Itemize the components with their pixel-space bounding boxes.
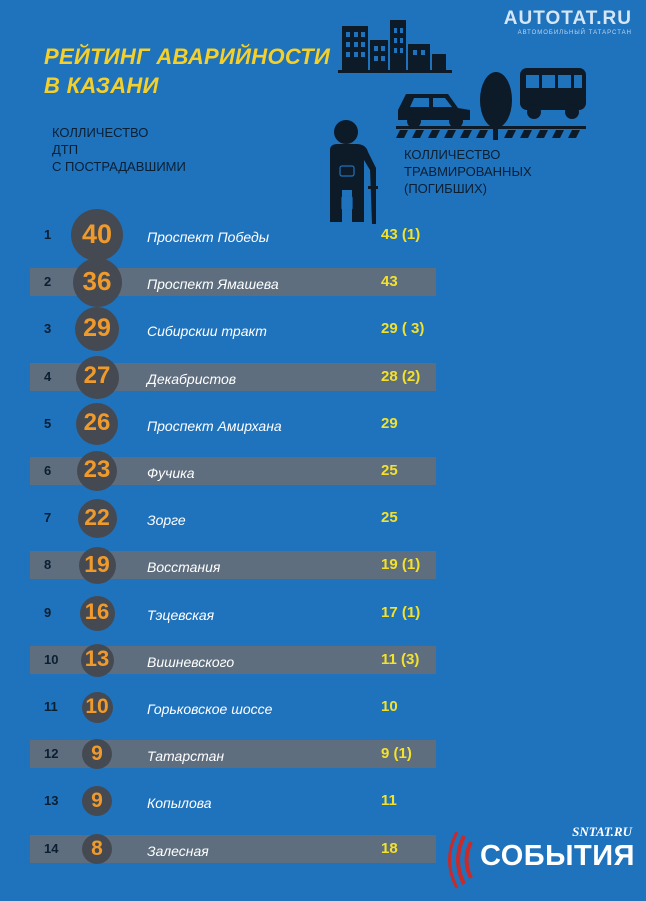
injured-header-line-3: (ПОГИБШИХ) — [404, 181, 487, 196]
accident-circle — [79, 595, 115, 631]
injured-count: 11 (3) — [381, 651, 420, 668]
street-name: Зорге — [147, 512, 186, 528]
injured-count: 18 — [381, 840, 398, 857]
street-name: Восстания — [147, 559, 221, 575]
accident-circle — [75, 307, 119, 351]
row-rank: 3 — [44, 321, 52, 336]
injured-count: 28 (2) — [381, 368, 421, 385]
injured-header-line-2: ТРАВМИРОВАННЫХ — [404, 164, 532, 179]
injured-count: 9 (1) — [381, 745, 412, 762]
accident-count: 29 — [83, 313, 111, 342]
accident-circle — [77, 498, 117, 538]
accident-circle — [76, 403, 118, 445]
street-name: Проспект Амирхана — [147, 418, 282, 434]
accident-count: 40 — [81, 218, 113, 249]
accident-circle — [78, 546, 116, 584]
row-rank: 12 — [44, 746, 59, 761]
sound-waves-icon — [448, 832, 473, 889]
injured-count: 19 (1) — [381, 556, 421, 573]
accidents-column-header: КОЛЛИЧЕСТВО ДТП С ПОСТРАДАВШИМИ — [52, 124, 186, 175]
row-rank: 5 — [44, 416, 52, 431]
street-name: Залесная — [147, 843, 209, 859]
sntat-site: SNTAT.RU — [572, 824, 632, 839]
accident-count: 22 — [84, 503, 110, 530]
autotat-brand: AUTOTAT.RU — [503, 8, 632, 29]
street-name: Декабристов — [147, 371, 237, 387]
street-name: Проспект Победы — [147, 229, 270, 245]
row-rank: 4 — [44, 369, 52, 384]
row-rank: 10 — [44, 652, 59, 667]
accident-circle — [75, 355, 119, 399]
street-name: Копылова — [147, 795, 212, 811]
sobytia-logo: SNTAT.RU СОБЫТИЯ — [438, 820, 638, 890]
street-name: Горьковское шоссе — [147, 701, 273, 717]
accident-count: 19 — [84, 550, 110, 577]
accident-circle — [77, 451, 117, 491]
title-line-1: РЕЙТИНГ АВАРИЙНОСТИ — [44, 44, 331, 69]
injured-count: 29 ( 3) — [381, 320, 425, 337]
autotat-logo: AUTOTAT.RU АВТОМОБИЛЬНЫЙ ТАТАРСТАН — [486, 8, 638, 38]
accident-count: 9 — [91, 788, 103, 812]
accident-circle — [80, 643, 114, 677]
row-rank: 11 — [44, 699, 58, 714]
city-traffic-illustration — [330, 20, 586, 224]
accident-count: 13 — [84, 646, 110, 671]
street-name: Татарстан — [147, 748, 225, 764]
street-name: Тэцевская — [147, 607, 215, 623]
row-rank: 14 — [44, 841, 59, 856]
accident-circle — [81, 691, 113, 723]
accidents-header-line-2: ДТП — [52, 142, 79, 157]
accident-circle — [71, 209, 123, 261]
row-rank: 6 — [44, 463, 52, 478]
accident-count: 16 — [84, 599, 110, 624]
accident-count: 9 — [91, 741, 103, 765]
accident-circle — [82, 786, 112, 816]
accident-count: 27 — [83, 362, 111, 389]
street-name: Сибирскии тракт — [147, 323, 267, 339]
row-rank: 1 — [44, 227, 52, 242]
injured-count: 17 (1) — [381, 604, 421, 621]
injured-count: 11 — [381, 792, 397, 809]
accident-circle — [82, 739, 112, 769]
accident-count: 10 — [85, 694, 109, 718]
accident-count: 36 — [82, 266, 112, 296]
accident-circle — [72, 257, 122, 307]
accident-circle — [82, 834, 112, 864]
accident-count: 8 — [91, 836, 103, 860]
sobytia-word: СОБЫТИЯ — [480, 840, 635, 872]
street-name: Вишневского — [147, 654, 235, 670]
accidents-header-line-3: С ПОСТРАДАВШИМИ — [52, 159, 186, 174]
title-line-2: В КАЗАНИ — [44, 73, 159, 98]
accidents-header-line-1: КОЛЛИЧЕСТВО — [52, 125, 149, 140]
injured-count: 10 — [381, 698, 398, 715]
injured-header-line-1: КОЛЛИЧЕСТВО — [404, 147, 501, 162]
injured-count: 25 — [381, 509, 398, 526]
page-title: РЕЙТИНГ АВАРИЙНОСТИ В КАЗАНИ — [44, 42, 330, 100]
injured-count: 29 — [381, 415, 398, 432]
injured-count: 43 (1) — [381, 226, 421, 243]
injured-column-header: КОЛЛИЧЕСТВО ТРАВМИРОВАННЫХ (ПОГИБШИХ) — [404, 146, 532, 197]
row-rank: 7 — [44, 510, 52, 525]
row-rank: 13 — [44, 793, 59, 808]
row-rank: 9 — [44, 605, 52, 620]
row-rank: 2 — [44, 274, 52, 289]
street-name: Фучика — [147, 465, 195, 481]
autotat-tagline: АВТОМОБИЛЬНЫЙ ТАТАРСТАН — [517, 30, 632, 36]
road-stripes — [396, 126, 586, 138]
accident-count: 26 — [83, 409, 111, 436]
row-rank: 8 — [44, 557, 52, 572]
accident-count: 23 — [83, 456, 111, 483]
street-name: Проспект Ямашева — [147, 276, 279, 292]
injured-count: 25 — [381, 462, 398, 479]
injured-count: 43 — [381, 273, 398, 290]
